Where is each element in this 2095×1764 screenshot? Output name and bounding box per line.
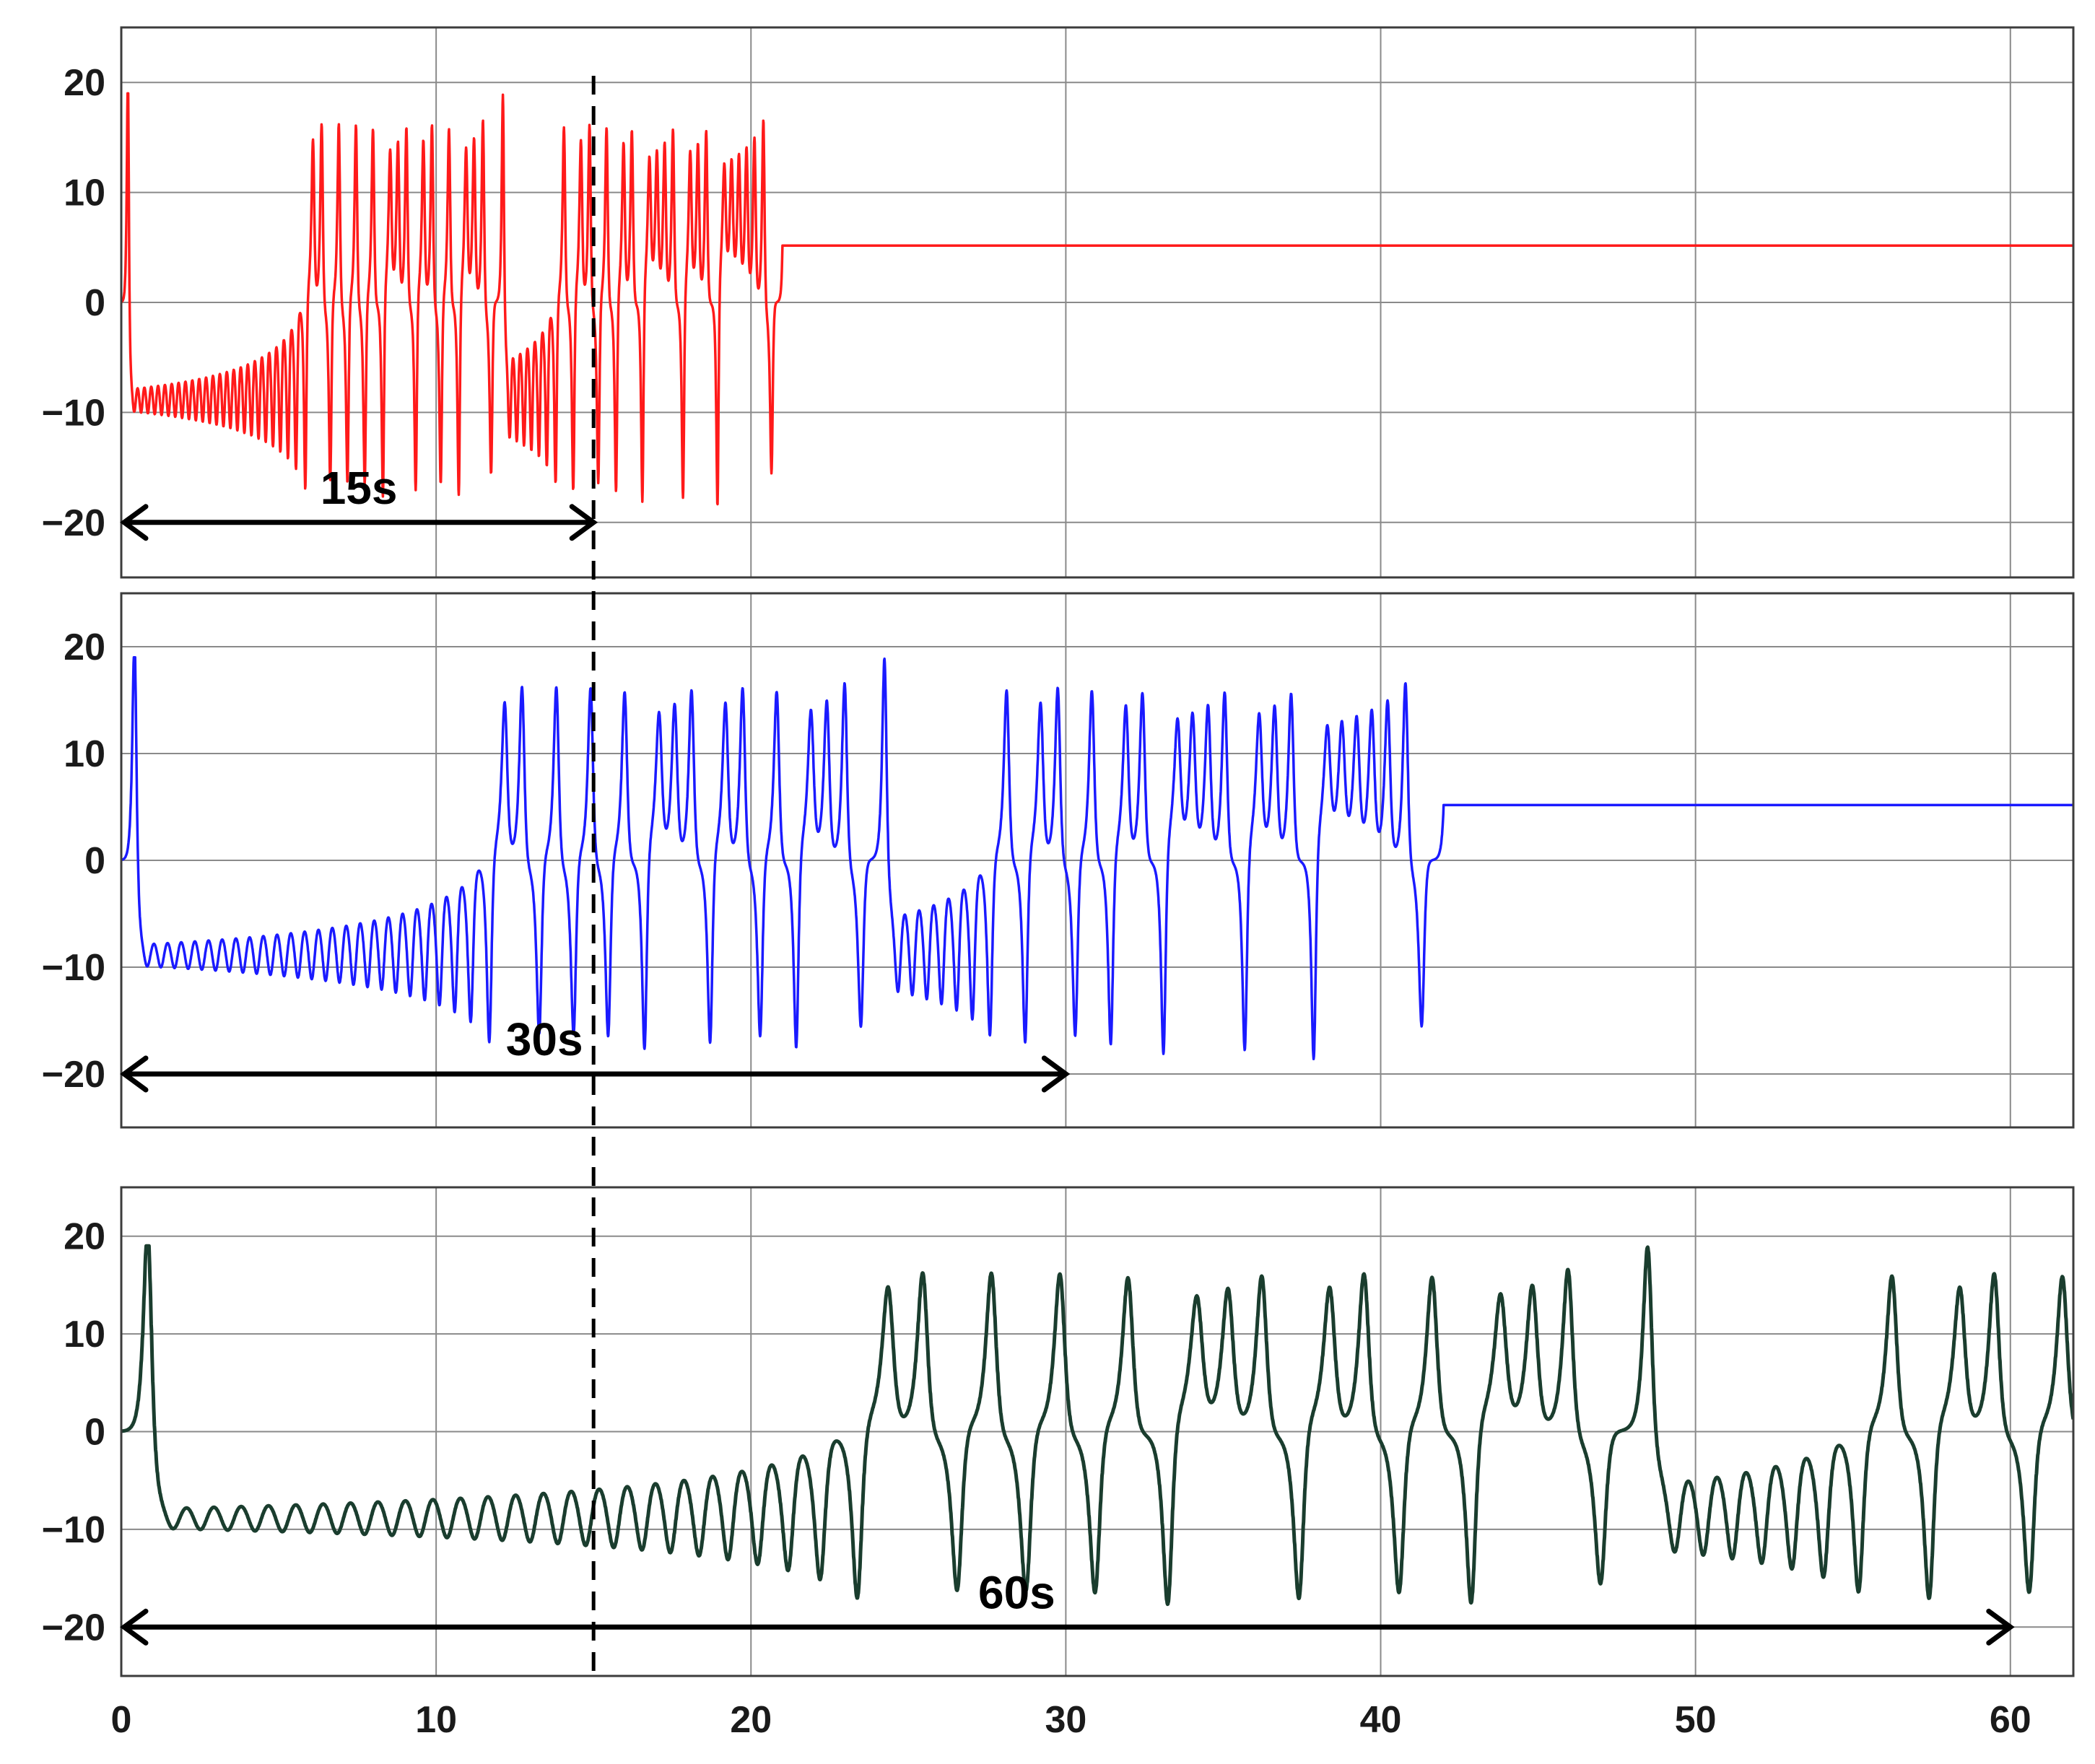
annotation-arrowhead-left xyxy=(120,1608,149,1646)
y-tick-label: −20 xyxy=(42,1054,105,1096)
x-tick-label: 40 xyxy=(1360,1699,1402,1741)
y-tick-label: −10 xyxy=(42,392,105,434)
y-tick-label: 20 xyxy=(64,62,105,104)
y-tick-label: 20 xyxy=(64,626,105,668)
panel-middle: 20 10 0 −10 −20 xyxy=(42,592,2075,1129)
series-line-top xyxy=(121,92,2073,506)
plot-frame xyxy=(120,26,2075,579)
annotation-arrowhead-right xyxy=(1041,1055,1071,1093)
y-tick-label: −20 xyxy=(42,502,105,544)
annotation-arrowhead-left xyxy=(120,504,149,541)
period-annotation-middle: 30s xyxy=(120,1013,1071,1093)
x-tick-label: 30 xyxy=(1045,1699,1086,1741)
y-tick-label: 10 xyxy=(64,733,105,775)
y-tick-label: −10 xyxy=(42,1509,105,1551)
annotation-arrowhead-left xyxy=(120,1055,149,1093)
x-tick-label: 20 xyxy=(730,1699,772,1741)
annotation-label: 60s xyxy=(978,1566,1055,1618)
plot-frame xyxy=(120,1186,2075,1677)
panel-bottom: 20 10 0 −10 −20 0 10 20 30 40 50 60 xyxy=(42,1186,2075,1741)
y-tick-label: 0 xyxy=(84,282,105,324)
series-line-bottom xyxy=(121,1244,2073,1607)
x-tick-label: 60 xyxy=(1990,1699,2031,1741)
series-line-middle xyxy=(121,656,2073,1061)
plot-frame xyxy=(120,592,2075,1129)
y-tick-label: 20 xyxy=(64,1216,105,1258)
y-tick-label: 0 xyxy=(84,840,105,882)
annotation-label: 15s xyxy=(321,462,398,514)
panel-top: 20 10 0 −10 −20 xyxy=(42,26,2075,579)
annotation-arrowhead-right xyxy=(569,504,598,541)
x-tick-label: 50 xyxy=(1675,1699,1717,1741)
y-tick-label: 0 xyxy=(84,1412,105,1454)
y-tick-label: −20 xyxy=(42,1607,105,1649)
x-tick-label: 10 xyxy=(415,1699,457,1741)
annotation-arrowhead-right xyxy=(1986,1608,2015,1646)
annotation-label: 30s xyxy=(506,1013,583,1065)
y-tick-label: 10 xyxy=(64,1314,105,1355)
period-annotation-bottom: 60s xyxy=(120,1566,2015,1646)
period-annotation-top: 15s xyxy=(120,462,598,541)
y-tick-label: −10 xyxy=(42,947,105,989)
x-tick-label: 0 xyxy=(111,1699,132,1741)
y-tick-label: 10 xyxy=(64,173,105,214)
